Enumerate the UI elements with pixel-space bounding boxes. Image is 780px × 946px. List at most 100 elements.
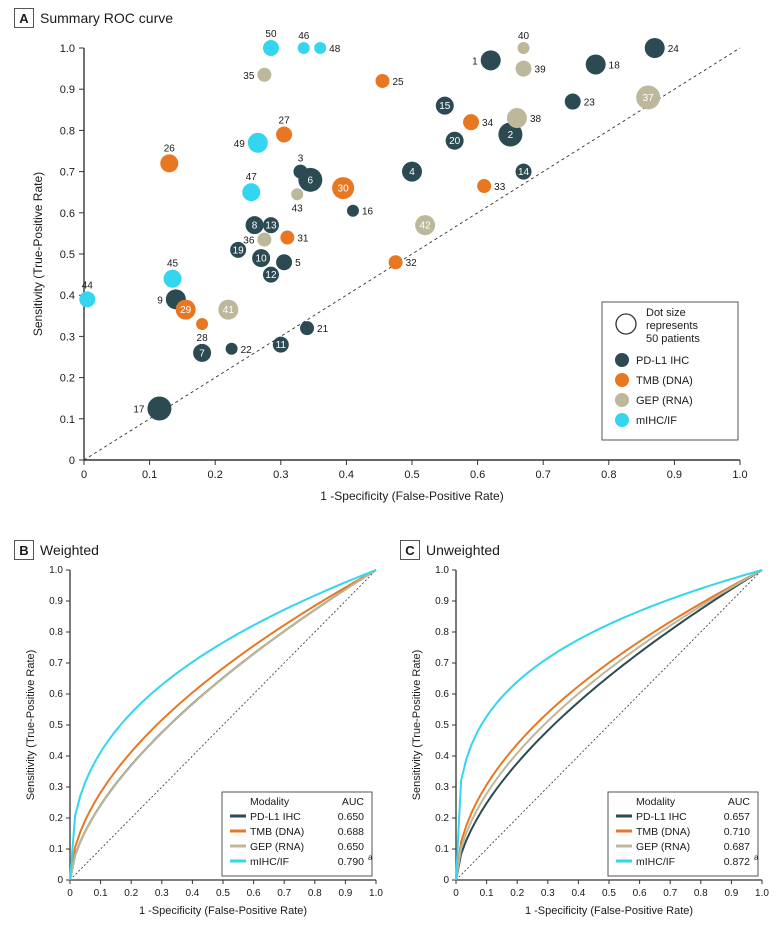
svg-text:0.3: 0.3 [155,888,169,899]
panel-b-chart: 000.10.10.20.20.30.30.40.40.50.50.60.60.… [14,562,390,942]
roc-point-label: 20 [449,136,461,147]
svg-text:1.0: 1.0 [732,469,747,481]
roc-point [463,114,479,130]
roc-point-label: 48 [329,44,341,55]
svg-text:50 patients: 50 patients [646,333,700,345]
svg-text:0.9: 0.9 [60,84,75,96]
svg-text:0: 0 [69,455,75,467]
roc-point-label: 23 [584,98,596,109]
svg-text:1.0: 1.0 [60,43,75,55]
roc-point-label: 50 [265,30,277,40]
svg-text:0.7: 0.7 [435,658,449,669]
legend-label: GEP (RNA) [636,395,693,407]
roc-point [477,179,491,193]
roc-point [375,74,389,88]
legend-auc: 0.657 [724,811,750,823]
legend-auc: 0.688 [338,826,364,838]
legend-modality: TMB (DNA) [250,826,304,838]
roc-point [645,38,665,58]
roc-point [389,255,403,269]
panel-a-label: A [19,11,28,26]
roc-point-label: 3 [298,154,304,165]
svg-text:a: a [754,853,759,862]
roc-point-label: 32 [406,258,418,269]
svg-text:0.8: 0.8 [49,627,63,638]
roc-point-label: 31 [297,234,309,245]
legend-auc: 0.650 [338,841,364,853]
panel-b-label: B [19,543,28,558]
svg-text:0: 0 [67,888,73,899]
roc-point-label: 45 [167,259,179,270]
legend-label: mIHC/IF [636,415,677,427]
roc-point [298,42,310,54]
svg-text:0.9: 0.9 [724,888,738,899]
svg-text:0.6: 0.6 [633,888,647,899]
roc-point-label: 1 [472,56,478,67]
svg-text:0.6: 0.6 [60,208,75,220]
roc-point [257,233,271,247]
roc-point-label: 44 [82,280,94,291]
svg-text:0.9: 0.9 [49,596,63,607]
roc-point-label: 22 [241,345,253,356]
svg-text:0.1: 0.1 [480,888,494,899]
roc-point-label: 27 [279,116,291,127]
roc-point [263,40,279,56]
legend-modality: PD-L1 IHC [636,811,687,823]
svg-text:1.0: 1.0 [369,888,383,899]
roc-point-label: 36 [243,236,255,247]
roc-point [291,188,303,200]
svg-text:1.0: 1.0 [435,565,449,576]
roc-point [196,318,208,330]
roc-point [481,50,501,70]
roc-point-label: 47 [246,172,258,183]
svg-text:0.5: 0.5 [435,720,449,731]
roc-point-label: 10 [256,254,268,265]
panel-a-label-box: A [14,8,34,28]
panel-c-chart: 000.10.10.20.20.30.30.40.40.50.50.60.60.… [400,562,776,942]
svg-text:0.3: 0.3 [49,782,63,793]
roc-point [160,154,178,172]
figure-root: A Summary ROC curve 000.10.10.20.20.30.3… [0,0,780,946]
svg-text:Modality: Modality [250,796,290,808]
roc-point [248,133,268,153]
svg-text:0.9: 0.9 [667,469,682,481]
roc-point-label: 12 [265,270,277,281]
svg-text:0.5: 0.5 [602,888,616,899]
roc-point [347,205,359,217]
svg-text:a: a [368,853,373,862]
svg-text:0.4: 0.4 [571,888,585,899]
svg-text:0.8: 0.8 [601,469,616,481]
roc-point-label: 43 [292,203,304,214]
legend-auc: 0.790 [338,856,364,868]
svg-text:0.1: 0.1 [435,844,449,855]
svg-text:0.3: 0.3 [60,331,75,343]
roc-point-label: 19 [233,245,245,256]
svg-text:0.1: 0.1 [60,414,75,426]
legend-swatch [615,373,629,387]
roc-point [276,127,292,143]
roc-point [242,183,260,201]
svg-text:0.2: 0.2 [124,888,138,899]
roc-point-label: 34 [482,118,494,129]
svg-text:0.9: 0.9 [338,888,352,899]
svg-text:0.2: 0.2 [208,469,223,481]
svg-text:0: 0 [81,469,87,481]
roc-point-label: 15 [439,101,451,112]
svg-text:1.0: 1.0 [49,565,63,576]
svg-text:0: 0 [453,888,459,899]
roc-point-label: 2 [508,130,514,141]
panel-b-title: Weighted [40,542,99,558]
svg-text:Sensitivity (True-Positive Rat: Sensitivity (True-Positive Rate) [411,650,423,801]
roc-point [79,291,95,307]
svg-text:0.7: 0.7 [60,167,75,179]
roc-point-label: 24 [668,44,680,55]
svg-text:0.3: 0.3 [273,469,288,481]
roc-point [280,231,294,245]
roc-point [147,397,171,421]
roc-point-label: 14 [518,167,530,178]
svg-text:0.9: 0.9 [435,596,449,607]
roc-point-label: 6 [308,175,314,186]
roc-point-label: 21 [317,324,329,335]
legend-modality: mIHC/IF [636,856,675,868]
legend-label: TMB (DNA) [636,375,693,387]
